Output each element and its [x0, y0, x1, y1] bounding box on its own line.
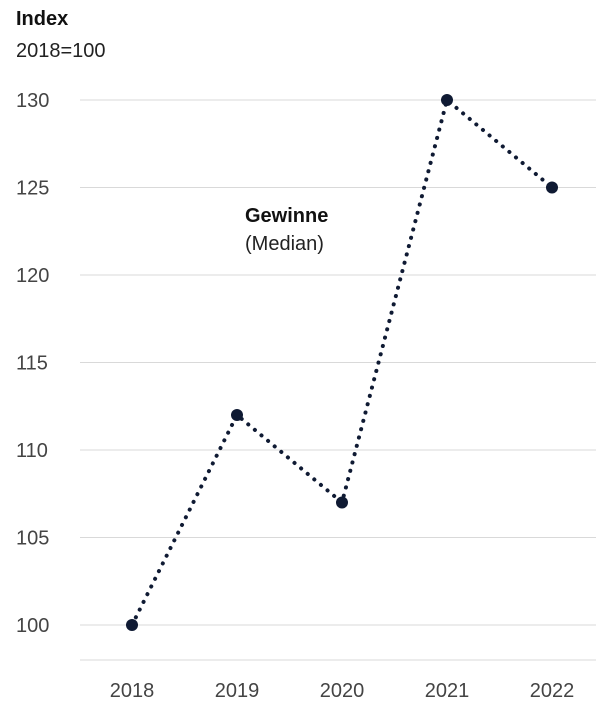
y-tick-label: 105 — [16, 528, 49, 550]
series-label-sub: (Median) — [245, 233, 324, 255]
y-tick-label: 125 — [16, 178, 49, 200]
y-axis-subtitle: 2018=100 — [16, 40, 106, 62]
y-tick-label: 100 — [16, 615, 49, 637]
series-annotation: Gewinne (Median) — [245, 205, 328, 255]
series-points — [126, 94, 558, 631]
x-tick-label: 2022 — [530, 680, 575, 702]
x-tick-label: 2020 — [320, 680, 365, 702]
series-label-name: Gewinne — [245, 205, 328, 227]
x-tick-labels: 2018 2019 2020 2021 2022 — [110, 680, 575, 702]
gridlines — [80, 99, 596, 661]
data-point — [126, 619, 138, 631]
x-tick-label: 2019 — [215, 680, 260, 702]
y-tick-label: 115 — [16, 353, 48, 375]
y-tick-label: 110 — [16, 440, 48, 462]
y-tick-label: 130 — [16, 90, 49, 112]
x-tick-label: 2018 — [110, 680, 155, 702]
x-tick-label: 2021 — [425, 680, 470, 702]
y-axis-title: Index — [16, 8, 69, 30]
data-point — [546, 181, 558, 194]
y-tick-labels: 100 105 110 115 120 125 130 — [16, 90, 49, 637]
data-point — [336, 496, 348, 509]
y-tick-label: 120 — [16, 265, 49, 287]
data-point — [231, 409, 243, 421]
data-point — [441, 94, 453, 106]
